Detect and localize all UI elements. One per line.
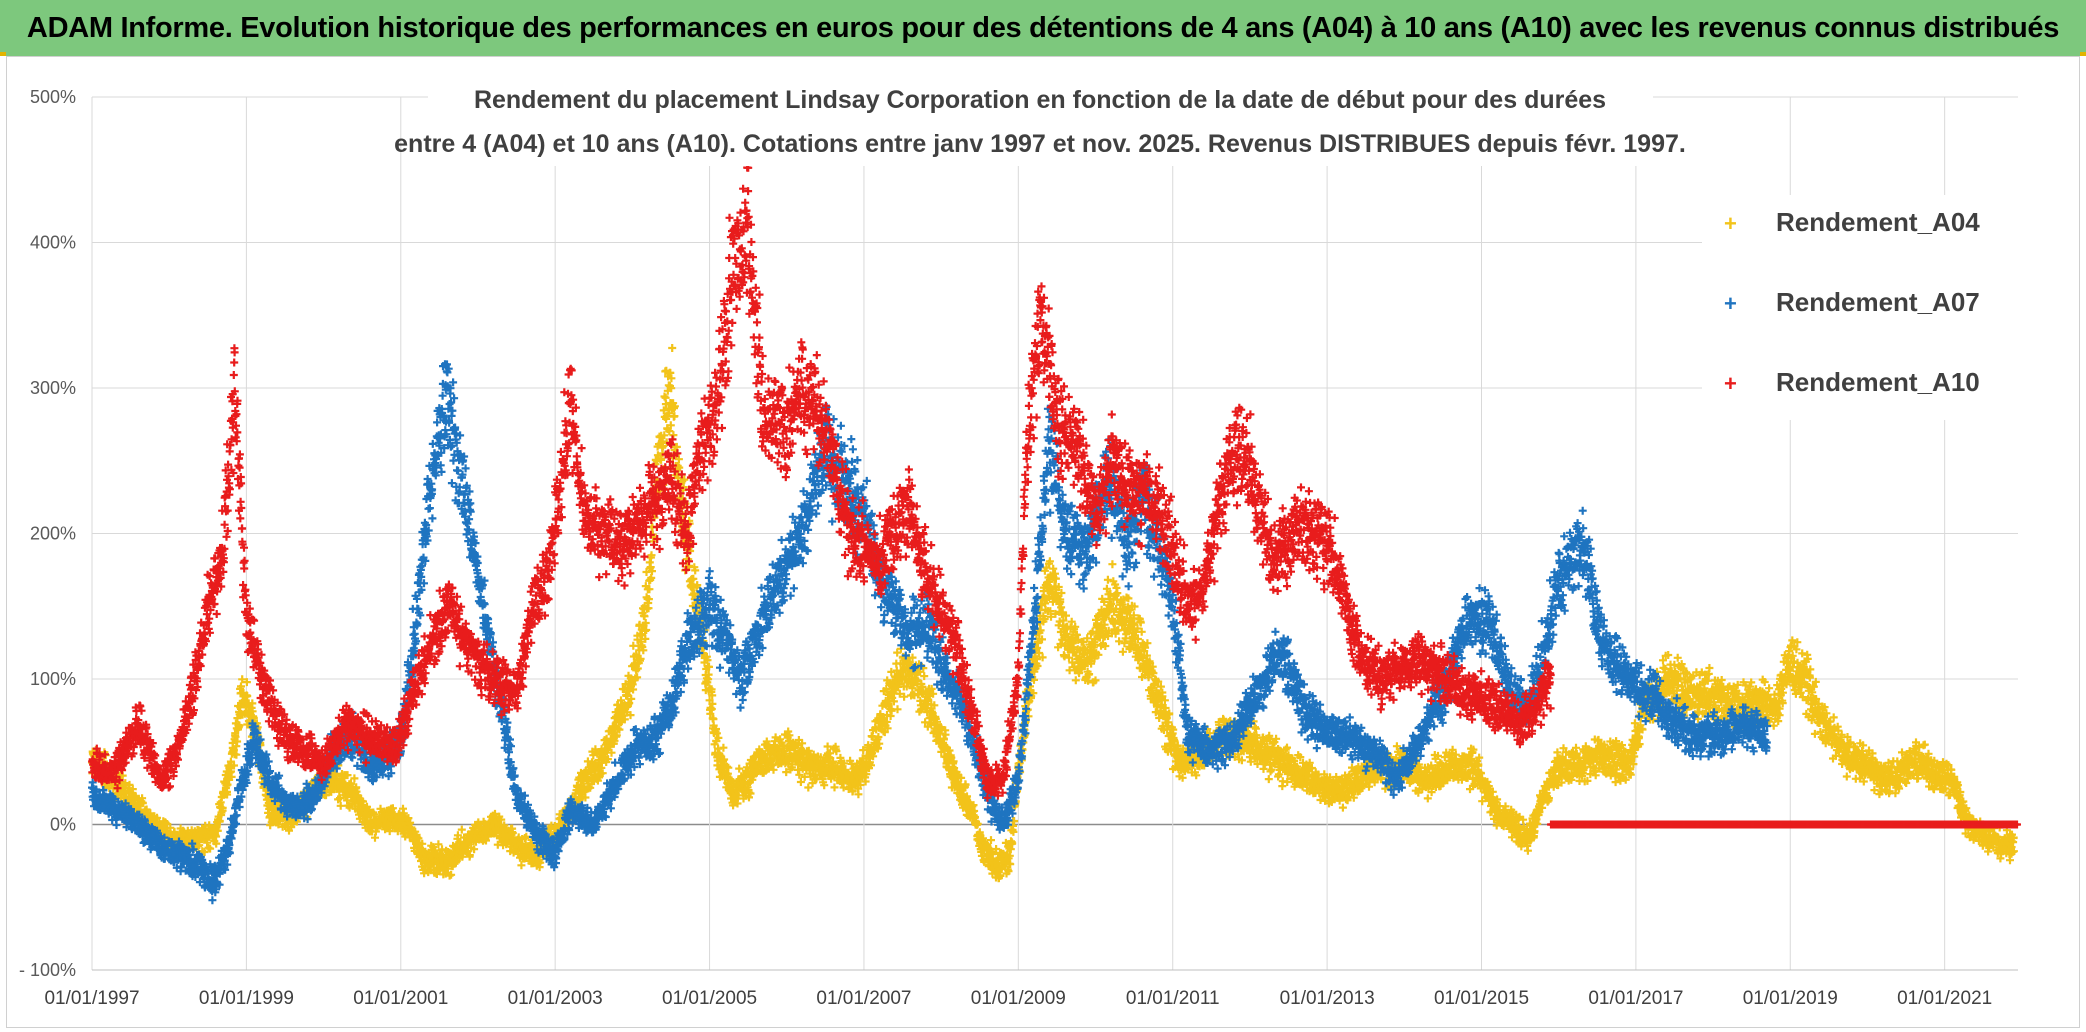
data-point-rendement-a04 — [243, 692, 252, 701]
data-point-rendement-a04 — [242, 678, 251, 687]
data-point-rendement-a04 — [274, 820, 283, 829]
title-banner — [0, 0, 2086, 56]
data-point-rendement-a04 — [233, 737, 242, 746]
data-point-rendement-a04 — [1060, 652, 1069, 661]
data-point-rendement-a04 — [125, 780, 134, 789]
data-point-rendement-a04 — [231, 732, 240, 741]
data-point-rendement-a04 — [212, 839, 221, 848]
data-point-rendement-a04 — [804, 783, 813, 792]
data-point-rendement-a04 — [336, 801, 345, 810]
banner-corner-left — [0, 52, 6, 56]
data-point-rendement-a04 — [213, 826, 222, 835]
data-point-rendement-a04 — [128, 785, 137, 794]
data-point-rendement-a04 — [350, 774, 359, 783]
data-point-rendement-a04 — [200, 848, 209, 856]
data-point-rendement-a04 — [1523, 846, 1532, 855]
data-point-rendement-a04 — [381, 825, 390, 834]
data-point-rendement-a04 — [893, 705, 902, 714]
data-point-rendement-a04 — [215, 817, 224, 825]
banner-title: ADAM Informe. Evolution historique des p… — [26, 12, 2060, 44]
data-point-rendement-a04 — [1264, 775, 1273, 784]
data-point-rendement-a04 — [238, 675, 247, 684]
data-point-rendement-a04 — [1071, 676, 1080, 685]
data-point-rendement-a04 — [153, 813, 161, 822]
data-point-rendement-a04 — [235, 721, 244, 730]
data-point-rendement-a04 — [1108, 560, 1117, 569]
data-point-rendement-a04 — [345, 803, 354, 812]
data-point-rendement-a04 — [121, 779, 130, 788]
banner-corner-right — [2080, 52, 2086, 56]
data-point-rendement-a04 — [343, 771, 352, 780]
data-point-rendement-a04 — [1103, 575, 1112, 584]
data-point-rendement-a04 — [232, 750, 241, 759]
data-point-rendement-a04 — [230, 761, 238, 770]
data-point-rendement-a04 — [138, 799, 147, 808]
data-point-rendement-a04 — [218, 803, 227, 812]
data-point-rendement-a04 — [1338, 803, 1347, 812]
data-point-rendement-a04 — [227, 772, 236, 781]
data-point-rendement-a04 — [206, 844, 215, 853]
points-layer — [88, 163, 2021, 905]
data-point-rendement-a04 — [646, 563, 655, 572]
data-point-rendement-a04 — [668, 344, 677, 352]
data-point-rendement-a04 — [223, 790, 232, 799]
data-point-rendement-a04 — [212, 832, 221, 841]
data-point-rendement-a04 — [365, 805, 374, 814]
data-point-rendement-a04 — [248, 699, 257, 708]
data-point-rendement-a04 — [830, 783, 839, 792]
data-point-rendement-a04 — [195, 841, 204, 850]
data-point-rendement-a04 — [719, 743, 728, 752]
